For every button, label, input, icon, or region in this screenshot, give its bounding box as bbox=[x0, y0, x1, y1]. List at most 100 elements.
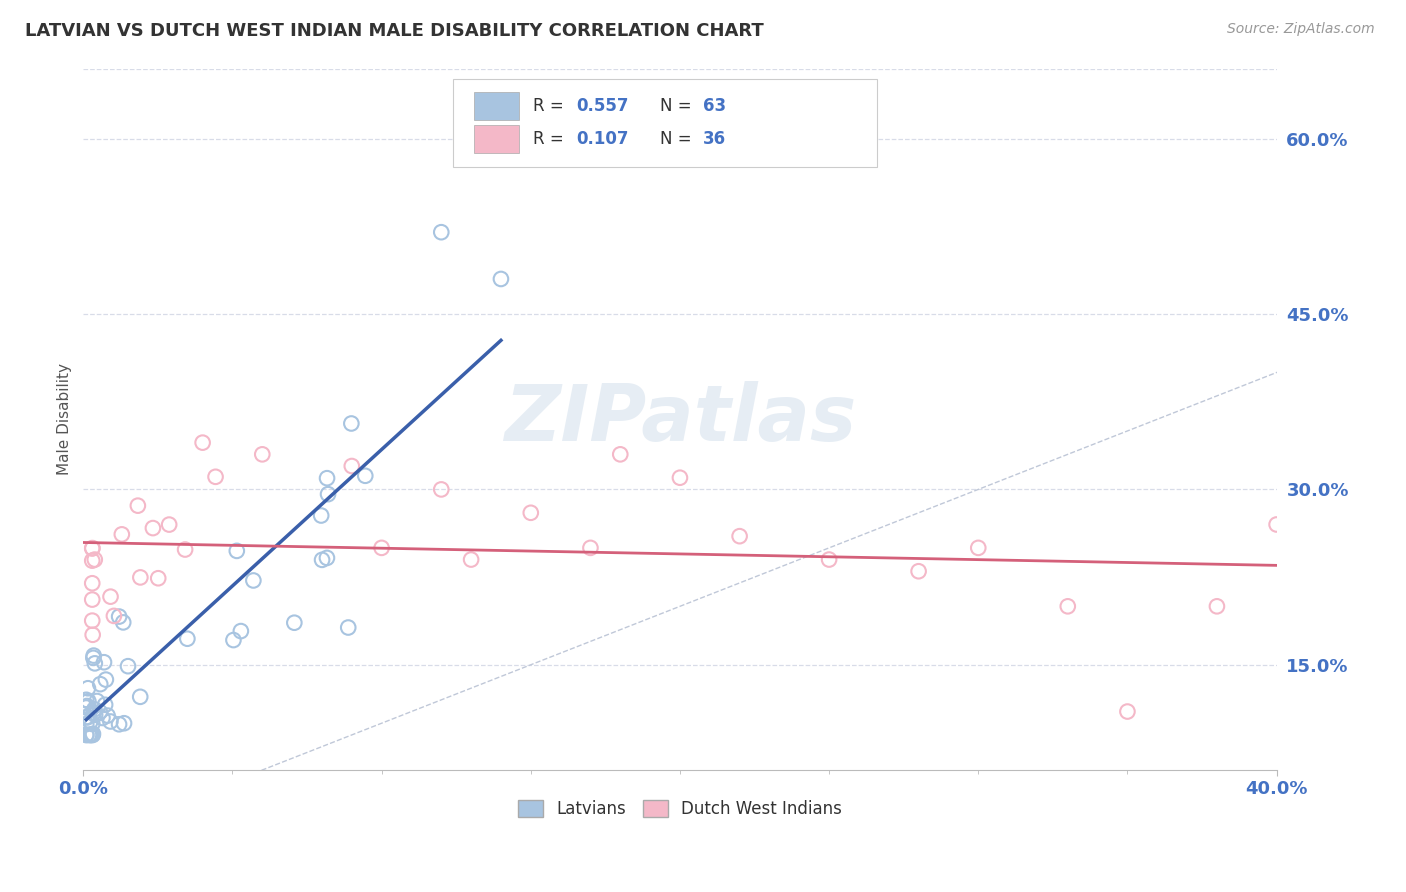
Point bbox=[76, 710, 98, 724]
Point bbox=[340, 458, 363, 473]
Point bbox=[127, 499, 149, 513]
Point bbox=[75, 717, 97, 731]
Bar bbox=[474, 92, 519, 120]
Point bbox=[148, 571, 170, 585]
Point bbox=[82, 554, 104, 568]
Point bbox=[1265, 517, 1288, 532]
Point bbox=[82, 628, 104, 642]
Point bbox=[108, 717, 131, 731]
Text: 36: 36 bbox=[703, 129, 725, 148]
Y-axis label: Male Disability: Male Disability bbox=[58, 363, 72, 475]
Point bbox=[82, 717, 104, 731]
Point bbox=[82, 541, 104, 555]
Point bbox=[1116, 705, 1139, 719]
Point bbox=[117, 659, 139, 673]
FancyBboxPatch shape bbox=[453, 79, 877, 167]
Point bbox=[669, 471, 692, 485]
Point bbox=[89, 677, 111, 691]
Point bbox=[82, 728, 104, 742]
Point bbox=[83, 706, 105, 720]
Point bbox=[129, 570, 152, 584]
Point bbox=[76, 710, 98, 724]
Point bbox=[89, 705, 111, 719]
Point bbox=[174, 542, 197, 557]
Point bbox=[91, 711, 114, 725]
Point bbox=[100, 590, 122, 604]
Point bbox=[79, 714, 101, 729]
Point bbox=[337, 621, 360, 635]
Point bbox=[83, 648, 105, 663]
Point bbox=[93, 655, 115, 669]
Point bbox=[76, 698, 98, 713]
Point bbox=[112, 716, 135, 731]
Point bbox=[311, 553, 333, 567]
Point bbox=[77, 728, 100, 742]
Point bbox=[520, 506, 543, 520]
Point bbox=[489, 272, 512, 286]
Point bbox=[1206, 599, 1229, 614]
Point bbox=[129, 690, 152, 704]
Point bbox=[97, 708, 120, 723]
Point bbox=[309, 508, 332, 523]
Point bbox=[225, 544, 247, 558]
Point bbox=[176, 632, 198, 646]
Point bbox=[907, 564, 929, 578]
Text: ZIPatlas: ZIPatlas bbox=[503, 381, 856, 458]
Point bbox=[83, 552, 105, 566]
Point bbox=[430, 225, 453, 239]
Point bbox=[82, 541, 104, 556]
Point bbox=[83, 702, 105, 716]
Point bbox=[340, 417, 363, 431]
Point bbox=[77, 694, 100, 708]
Point bbox=[82, 592, 104, 607]
Legend: Latvians, Dutch West Indians: Latvians, Dutch West Indians bbox=[512, 793, 849, 825]
Point bbox=[818, 552, 841, 566]
Point bbox=[103, 608, 125, 623]
Text: 63: 63 bbox=[703, 96, 725, 115]
Point bbox=[108, 609, 131, 624]
Point bbox=[86, 694, 108, 708]
Point bbox=[82, 727, 104, 741]
Point bbox=[75, 728, 97, 742]
Text: R =: R = bbox=[533, 96, 569, 115]
Point bbox=[82, 576, 104, 591]
Point bbox=[316, 550, 339, 565]
Point bbox=[77, 681, 100, 696]
Point bbox=[967, 541, 990, 555]
Point bbox=[94, 698, 117, 712]
Point bbox=[157, 517, 180, 532]
Point bbox=[252, 447, 274, 461]
Point bbox=[79, 728, 101, 742]
Point bbox=[728, 529, 751, 543]
Point bbox=[82, 651, 104, 665]
Point bbox=[79, 728, 101, 742]
Text: N =: N = bbox=[659, 96, 696, 115]
Point bbox=[111, 527, 134, 541]
Point bbox=[229, 624, 252, 638]
Point bbox=[142, 521, 165, 535]
Point bbox=[80, 728, 103, 742]
Point bbox=[370, 541, 392, 555]
Point bbox=[75, 700, 97, 714]
Point bbox=[94, 673, 117, 687]
Point bbox=[316, 471, 339, 485]
Point bbox=[242, 574, 264, 588]
Point bbox=[579, 541, 602, 555]
Text: 0.107: 0.107 bbox=[576, 129, 628, 148]
Point bbox=[112, 615, 135, 630]
Point bbox=[75, 693, 97, 707]
Text: 0.557: 0.557 bbox=[576, 96, 628, 115]
Point bbox=[75, 728, 97, 742]
Point bbox=[100, 714, 122, 729]
Point bbox=[191, 435, 214, 450]
Text: N =: N = bbox=[659, 129, 696, 148]
Text: Source: ZipAtlas.com: Source: ZipAtlas.com bbox=[1227, 22, 1375, 37]
Bar bbox=[474, 125, 519, 153]
Point bbox=[283, 615, 305, 630]
Text: LATVIAN VS DUTCH WEST INDIAN MALE DISABILITY CORRELATION CHART: LATVIAN VS DUTCH WEST INDIAN MALE DISABI… bbox=[25, 22, 763, 40]
Text: R =: R = bbox=[533, 129, 569, 148]
Point bbox=[316, 487, 339, 501]
Point bbox=[222, 633, 245, 648]
Point bbox=[354, 468, 377, 483]
Point bbox=[460, 552, 482, 566]
